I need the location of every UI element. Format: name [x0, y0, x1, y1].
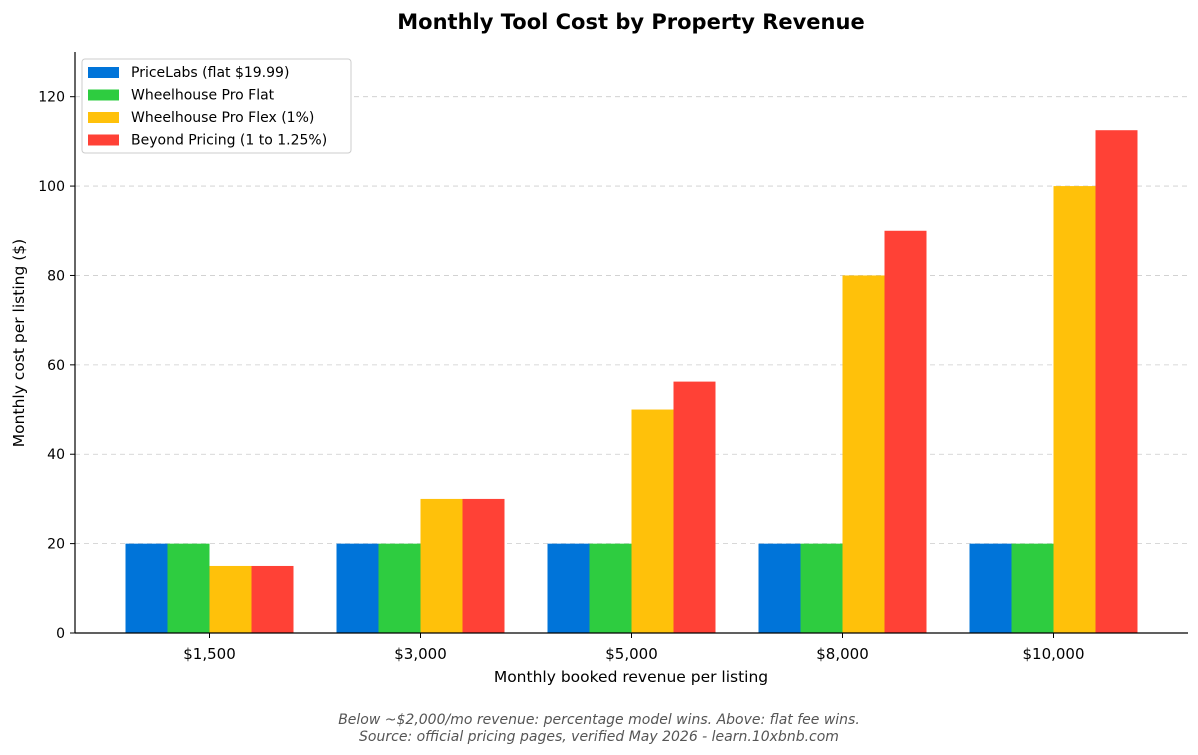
bar	[1095, 130, 1138, 633]
bars	[125, 130, 1138, 634]
bar	[884, 230, 927, 633]
y-tick-label: 120	[38, 90, 65, 106]
legend-entry-label: PriceLabs (flat $19.99)	[131, 65, 289, 81]
bar	[969, 543, 1012, 633]
x-tick-label: $10,000	[1022, 645, 1084, 663]
legend-swatch	[88, 89, 119, 101]
y-tick-label: 0	[56, 626, 65, 642]
bar	[631, 409, 674, 633]
bar	[673, 381, 716, 633]
y-axis-label: Monthly cost per listing ($)	[10, 239, 28, 447]
footnote-line-1: Below ~$2,000/mo revenue: percentage mod…	[338, 712, 860, 728]
bar	[209, 565, 252, 633]
legend-swatch	[88, 67, 119, 78]
bar	[1053, 186, 1096, 634]
x-axis-label: Monthly booked revenue per listing	[494, 668, 768, 686]
y-tick-label: 40	[47, 447, 65, 463]
footnote-line-2: Source: official pricing pages, verified…	[359, 729, 839, 745]
x-tick-label: $5,000	[605, 645, 658, 663]
legend: PriceLabs (flat $19.99) Wheelhouse Pro Fl…	[81, 58, 352, 154]
x-tick-label: $3,000	[394, 645, 447, 663]
bar	[336, 543, 379, 633]
bar	[758, 543, 801, 633]
x-tick-label: $1,500	[183, 645, 236, 663]
legend-entry-label: Beyond Pricing (1 to 1.25%)	[131, 133, 327, 149]
chart-title: Monthly Tool Cost by Property Revenue	[397, 10, 864, 34]
grid-lines	[75, 96, 1188, 545]
bar	[462, 498, 505, 633]
y-ticks: 0 20 40 60 80 100 120	[38, 90, 75, 642]
legend-box	[81, 58, 352, 154]
y-tick-label: 100	[38, 179, 65, 195]
bar	[167, 543, 210, 633]
legend-entry-label: Wheelhouse Pro Flat	[131, 88, 275, 104]
y-tick-label: 80	[47, 268, 65, 284]
bar	[251, 565, 294, 633]
y-tick-label: 60	[47, 358, 65, 374]
bar	[125, 543, 168, 633]
bar	[1011, 543, 1054, 633]
bar	[842, 275, 885, 633]
legend-swatch	[88, 134, 119, 146]
y-tick-label: 20	[47, 537, 65, 553]
bar	[800, 543, 843, 633]
legend-swatch	[88, 112, 119, 123]
x-tick-label: $8,000	[816, 645, 869, 663]
bar	[547, 543, 590, 633]
bar	[378, 543, 421, 633]
legend-entry-label: Wheelhouse Pro Flex (1%)	[131, 110, 314, 126]
bar	[420, 498, 463, 633]
bar	[589, 543, 632, 633]
x-ticks: $1,500 $3,000 $5,000 $8,000 $10,000	[183, 633, 1085, 663]
